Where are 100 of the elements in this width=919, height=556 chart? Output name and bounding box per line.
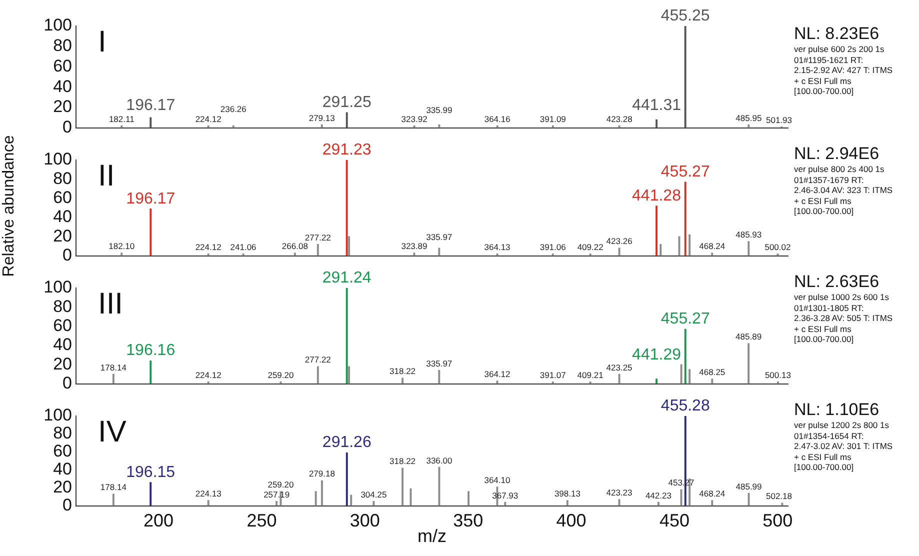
annotation: 367.93: [492, 490, 518, 500]
text: NL: 2.63E6: [794, 272, 880, 292]
text: ver pulse 800 2s 400 1s: [794, 164, 886, 174]
y-tick-label: 40: [53, 207, 72, 226]
y-tick-label: 20: [53, 478, 72, 497]
y-tick-label: 60: [53, 442, 72, 461]
annotation: 442.23: [645, 490, 672, 500]
x-tick-label: 250: [246, 510, 277, 531]
y-tick-label: 0: [62, 245, 72, 264]
annotation: 291.24: [322, 269, 372, 286]
text: 01#1301-1805 RT:: [794, 302, 865, 313]
text: NL: 8.23E6: [794, 24, 880, 44]
y-tick-label: 100: [44, 278, 72, 297]
y-tick-label: 80: [53, 168, 72, 188]
annotation: 468.25: [699, 367, 726, 378]
annotation: 182.11: [108, 114, 135, 124]
annotation: 423.25: [606, 362, 633, 372]
chart-title: I: [98, 25, 106, 58]
text: 01#1357-1679 RT:: [794, 174, 865, 185]
annotation: 423.26: [606, 236, 633, 246]
annotation: 178.14: [100, 362, 127, 372]
text: 01#1195-1621 RT:: [794, 54, 864, 65]
annotation: 423.28: [606, 114, 633, 124]
x-axis-title: m/z: [418, 526, 446, 546]
chart-title: II: [98, 159, 115, 192]
y-tick-label: 100: [44, 406, 72, 425]
annotation: 241.06: [230, 242, 257, 252]
text: NL: 2.94E6: [794, 144, 880, 164]
text: [100.00-700.00]: [794, 86, 855, 96]
text: + c ESI Full ms: [794, 452, 852, 462]
y-tick-label: 40: [53, 335, 72, 354]
annotation: 391.06: [540, 242, 566, 252]
annotation: 178.14: [100, 482, 127, 492]
text: 2.15-2.92 AV: 427 T: ITMS: [794, 65, 894, 76]
text: 2.47-3.02 AV: 301 T: ITMS: [794, 441, 894, 452]
annotation: 468.24: [699, 241, 726, 252]
annotation: 257.19: [264, 489, 290, 500]
y-tick-label: 60: [53, 56, 72, 76]
text: ver pulse 600 2s 200 1s: [794, 44, 886, 54]
annotation: 485.93: [736, 230, 762, 240]
annotation: 335.97: [426, 232, 452, 242]
annotation: 335.97: [426, 358, 452, 368]
annotation: 323.89: [401, 241, 428, 252]
annotation: 364.16: [484, 114, 511, 124]
annotation: 259.20: [268, 370, 294, 380]
annotation: 364.13: [484, 242, 511, 252]
text: 01#1354-1654 RT:: [794, 430, 865, 441]
text: + c ESI Full ms: [794, 324, 852, 334]
text: 2.36-3.28 AV: 505 T: ITMS: [794, 313, 894, 324]
x-tick-label: 350: [453, 510, 484, 531]
annotation: 501.93: [766, 114, 792, 125]
annotation: 500.13: [764, 370, 792, 380]
text: + c ESI Full ms: [794, 196, 852, 206]
text: + c ESI Full ms: [794, 76, 852, 86]
y-tick-label: 40: [53, 76, 72, 96]
annotation: 398.13: [554, 488, 581, 499]
annotation: 291.25: [322, 94, 372, 111]
y-axis-title: Relative abundance: [1, 135, 19, 277]
annotation: 502.18: [766, 491, 792, 502]
annotation: 291.23: [322, 141, 372, 158]
annotation: 224.12: [195, 114, 222, 124]
annotation: 441.28: [632, 187, 682, 204]
text: 2.46-3.04 AV: 323 T: ITMS: [794, 185, 894, 196]
annotation: 455.27: [660, 310, 710, 328]
text: NL: 1.10E6: [794, 400, 880, 420]
text: [100.00-700.00]: [794, 206, 855, 216]
annotation: 485.95: [736, 112, 762, 123]
annotation: 224.13: [195, 488, 222, 499]
y-tick-label: 0: [62, 495, 72, 514]
annotation: 441.29: [632, 346, 682, 364]
annotation: 224.12: [195, 370, 222, 380]
annotation: 423.23: [606, 488, 633, 498]
annotation: 196.17: [126, 190, 176, 208]
x-tick-label: 450: [659, 510, 690, 531]
text: ver pulse 1200 2s 800 1s: [794, 420, 890, 430]
annotation: 468.24: [699, 488, 726, 499]
annotation: 277.22: [304, 232, 332, 242]
annotation: 500.02: [764, 242, 791, 252]
annotation: 196.17: [126, 97, 176, 114]
annotation: 335.99: [426, 104, 452, 115]
y-tick-label: 80: [53, 424, 72, 443]
chart-title: III: [98, 287, 124, 320]
x-tick-label: 400: [556, 510, 586, 531]
x-tick-label: 500: [762, 510, 793, 531]
annotation: 277.22: [304, 354, 332, 365]
annotation: 409.22: [577, 242, 604, 252]
annotation: 291.26: [322, 434, 372, 452]
y-tick-label: 20: [53, 354, 72, 374]
annotation: 336.00: [426, 455, 452, 466]
annotation: 279.13: [308, 112, 336, 123]
annotation: 391.07: [540, 370, 566, 380]
annotation: 455.25: [660, 7, 710, 24]
annotation: 318.22: [390, 366, 416, 376]
annotation: 318.22: [390, 456, 416, 466]
annotation: 441.31: [632, 97, 682, 114]
annotation: 279.18: [308, 468, 336, 479]
annotation: 196.16: [126, 342, 176, 360]
annotation: 409.21: [577, 370, 604, 380]
annotation: 364.10: [484, 475, 510, 486]
annotation: 364.12: [484, 369, 511, 380]
